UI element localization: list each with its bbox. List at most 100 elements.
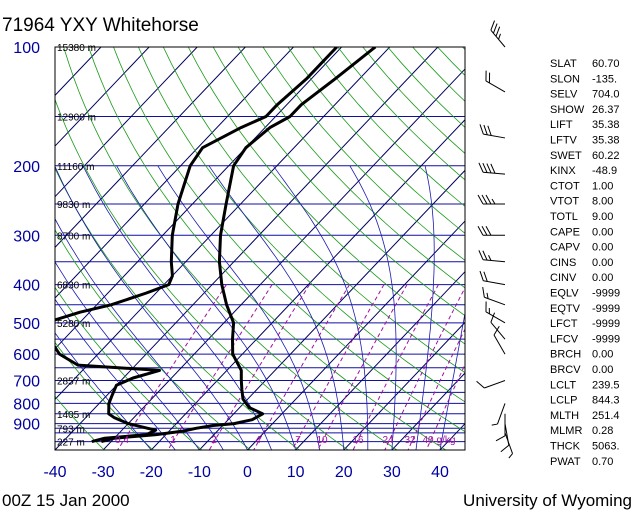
dry-adiabat-line xyxy=(237,47,465,289)
index-value: 0.00 xyxy=(592,257,613,269)
wind-barb xyxy=(485,70,506,93)
mixing-ratio-label: 40 xyxy=(422,435,434,446)
wind-barb-half xyxy=(491,423,498,426)
wind-barb xyxy=(493,325,506,355)
index-name: LCLT xyxy=(550,379,576,391)
stability-indices-panel: SLAT 60.70 SLON -135. SELV 704.0 SHOW 26.37 LIFT… xyxy=(550,58,620,468)
index-name: PWAT xyxy=(550,456,581,468)
source-label: University of Wyoming xyxy=(463,491,632,510)
isotherm-line xyxy=(102,68,465,450)
index-value: -9999 xyxy=(592,318,620,330)
pressure-tick-label: 500 xyxy=(13,316,40,333)
index-value: -135. xyxy=(592,73,617,85)
mixing-ratio-line xyxy=(117,284,227,450)
height-label: 1405 m xyxy=(57,410,90,421)
station-title: 71964 YXY Whitehorse xyxy=(2,15,199,36)
isotherm-line xyxy=(55,47,246,249)
isotherm-line xyxy=(391,372,465,450)
index-name: BRCH xyxy=(550,349,581,361)
wind-barb-half xyxy=(491,198,496,205)
mixing-ratio-label: 4 xyxy=(255,435,261,446)
wind-barb-staff xyxy=(493,334,506,355)
index-value: 0.00 xyxy=(592,226,613,238)
wind-barb xyxy=(477,194,505,205)
dry-adiabat-line xyxy=(55,229,251,450)
wind-barb-flag xyxy=(482,250,488,261)
pressure-tick-label: 700 xyxy=(13,374,40,391)
wind-barb xyxy=(490,20,506,48)
wind-barb-staff xyxy=(504,432,513,454)
isotherm-line xyxy=(343,321,465,450)
temperature-tick-label: -40 xyxy=(43,464,66,481)
temperature-profile xyxy=(101,47,377,444)
wind-barb-staff xyxy=(483,133,506,139)
temperature-axis: -40 -30 -20 -10 0 10 20 30 40 xyxy=(43,464,449,481)
wind-barb-half xyxy=(508,453,513,459)
index-value: 704.0 xyxy=(592,89,620,101)
index-value: -9999 xyxy=(592,288,620,300)
wind-barb-flag xyxy=(478,162,484,173)
wind-barb-staff xyxy=(490,29,506,48)
plot-frame xyxy=(54,46,466,451)
moist-adiabat-line xyxy=(55,261,200,450)
moist-adiabat-line xyxy=(439,310,465,450)
index-value: 26.37 xyxy=(592,104,620,116)
index-name: LFCV xyxy=(550,333,579,345)
index-value: 0.00 xyxy=(592,349,613,361)
wind-barb-flag xyxy=(488,72,491,83)
wind-barb-flag xyxy=(476,380,485,389)
dry-adiabat-line xyxy=(287,47,465,234)
dry-adiabat-line xyxy=(88,47,447,450)
wind-barb xyxy=(477,226,505,236)
wind-barb xyxy=(504,432,513,459)
wind-barb-flag xyxy=(478,250,484,260)
index-value: -9999 xyxy=(592,303,620,315)
index-name: SLON xyxy=(550,73,580,85)
sounding-profiles xyxy=(55,47,377,444)
wind-barb xyxy=(479,124,506,139)
isotherm-line xyxy=(55,47,150,147)
mixing-ratio-line xyxy=(208,284,310,450)
isobar-lines xyxy=(55,47,465,443)
index-name: KINX xyxy=(550,165,576,177)
dry-adiabat-line xyxy=(55,395,105,450)
wind-barb xyxy=(478,162,506,175)
wind-barb-flag xyxy=(492,23,498,34)
temperature-tick-label: -30 xyxy=(92,464,115,481)
temperature-tick-label: -10 xyxy=(188,464,211,481)
wind-barb-staff xyxy=(490,322,506,340)
height-label: 2857 m xyxy=(57,377,90,388)
isotherm-line xyxy=(295,270,465,450)
pressure-axis: 100 200 300 400 500 600 700 800 900 xyxy=(13,40,40,434)
index-name: LIFT xyxy=(550,119,573,131)
index-value: 0.28 xyxy=(592,425,613,437)
mixing-ratio-label: 32 xyxy=(404,435,416,446)
dry-adiabat-line xyxy=(212,47,465,317)
wind-barb xyxy=(485,301,506,324)
index-value: -48.9 xyxy=(592,165,617,177)
wind-barb-half xyxy=(488,308,490,314)
index-value: 1.00 xyxy=(592,180,613,192)
wind-barb-flag xyxy=(500,444,510,453)
height-label: 9830 m xyxy=(57,200,90,211)
index-value: 5063. xyxy=(592,441,620,453)
wind-barb-flag xyxy=(477,194,484,205)
wind-barb-flag xyxy=(483,124,488,135)
wind-barb-flag xyxy=(486,163,492,174)
index-name: SHOW xyxy=(550,104,585,116)
dry-adiabat-line xyxy=(55,286,203,450)
moist-adiabat-line xyxy=(55,165,248,450)
dry-adiabat-line xyxy=(187,47,465,345)
index-value: -9999 xyxy=(592,333,620,345)
wind-barb-staff xyxy=(485,311,506,324)
mixing-ratio-lines xyxy=(117,284,465,450)
height-label: 5280 m xyxy=(57,319,90,330)
height-label: 6830 m xyxy=(57,281,90,292)
wind-barb xyxy=(495,413,506,442)
temperature-tick-label: 10 xyxy=(287,464,305,481)
temperature-tick-label: -20 xyxy=(140,464,163,481)
mixing-ratio-label: 1 xyxy=(170,435,176,446)
plot-area xyxy=(55,47,465,450)
wind-barb-flag xyxy=(487,125,492,136)
mixing-ratio-labels: 0.4 1 2 4 7 10 16 24 32 40 g/kg xyxy=(115,435,455,446)
